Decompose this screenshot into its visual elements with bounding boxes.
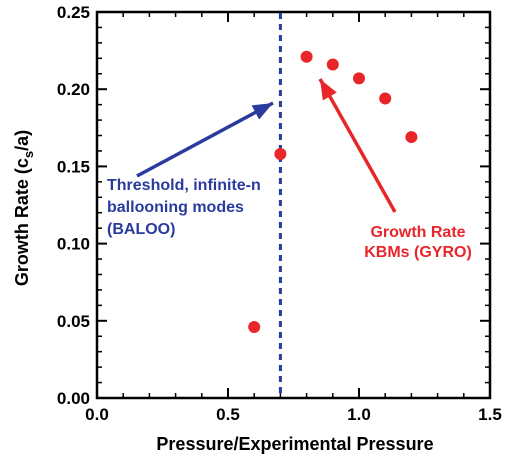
y-tick-label: 0.25 bbox=[57, 3, 90, 22]
y-axis-label-end: /a) bbox=[12, 130, 32, 151]
growth-rate-arrow-shaft bbox=[318, 78, 397, 213]
y-axis-label-main: Growth Rate (c bbox=[12, 158, 32, 286]
x-tick-label: 0.0 bbox=[85, 405, 109, 424]
y-tick-label: 0.15 bbox=[57, 157, 90, 176]
annotation-text: ballooning modes bbox=[107, 199, 244, 216]
data-point bbox=[405, 131, 418, 144]
threshold-arrow-head bbox=[251, 103, 273, 120]
data-point bbox=[300, 50, 313, 63]
y-axis-ticks: 0.00 0.05 0.10 0.15 0.20 0.25 bbox=[57, 3, 490, 408]
plot-frame bbox=[95, 10, 492, 400]
data-point bbox=[379, 92, 392, 105]
x-tick-label: 0.5 bbox=[216, 405, 240, 424]
x-tick-label: 1.0 bbox=[347, 405, 371, 424]
y-tick-label: 0.20 bbox=[57, 80, 90, 99]
y-tick-label: 0.05 bbox=[57, 312, 90, 331]
x-axis-label: Pressure/Experimental Pressure bbox=[156, 434, 433, 454]
y-axis-label-subscript: s bbox=[21, 151, 36, 158]
data-point bbox=[353, 72, 365, 85]
x-tick-label: 1.5 bbox=[478, 405, 502, 424]
plot-frame-rect bbox=[95, 10, 492, 400]
data-points bbox=[248, 50, 418, 333]
data-point bbox=[326, 58, 339, 71]
threshold-arrow-shaft bbox=[136, 101, 274, 178]
y-tick-label: 0.10 bbox=[57, 235, 90, 254]
y-tick-label: 0.00 bbox=[57, 389, 90, 408]
data-point bbox=[248, 320, 261, 333]
annotation-text: Growth Rate bbox=[370, 224, 465, 241]
annotation-text: KBMs (GYRO) bbox=[364, 244, 472, 261]
data-point bbox=[274, 148, 287, 161]
annotation-text: (BALOO) bbox=[107, 221, 175, 238]
x-axis-ticks: 0.0 0.5 1.0 1.5 bbox=[85, 12, 502, 424]
y-axis-label: Growth Rate (cs/a) bbox=[12, 130, 36, 286]
annotation-text: Threshold, infinite-n bbox=[107, 177, 261, 194]
growth-rate-arrow-head bbox=[320, 79, 337, 101]
annotations: Threshold, infinite-n ballooning modes (BA… bbox=[107, 78, 472, 261]
